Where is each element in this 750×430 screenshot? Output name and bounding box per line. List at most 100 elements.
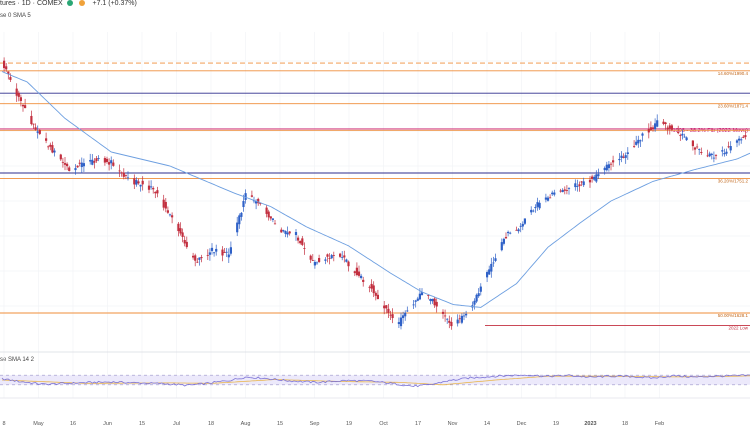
candle-body xyxy=(282,230,285,232)
candle-body xyxy=(693,147,697,150)
candle-body xyxy=(427,295,430,296)
candle-body xyxy=(299,240,302,244)
candle-body xyxy=(162,199,165,208)
candle-body xyxy=(330,255,333,259)
candle-body xyxy=(313,261,316,266)
candle-body xyxy=(509,232,512,234)
level-label: 50.00%/1628.1 xyxy=(718,313,749,318)
rsi-band xyxy=(0,375,750,385)
x-tick-label: Aug xyxy=(241,421,251,427)
candle-body xyxy=(124,174,127,176)
level-label: 36.20%/1751.2 xyxy=(718,179,749,184)
candle-body xyxy=(103,158,106,163)
candle-body xyxy=(420,292,424,296)
candle-body xyxy=(32,123,35,125)
candle-body xyxy=(341,257,344,258)
candle-body xyxy=(108,162,111,165)
candle-body xyxy=(714,155,718,156)
level-label: 1903 - 38.2% Fib (2022 Move) xyxy=(672,128,748,134)
candle-body xyxy=(477,293,480,297)
candle-body xyxy=(301,238,304,245)
candle-body xyxy=(347,261,350,267)
candle-body xyxy=(605,164,608,171)
symbol-title: tures · 1D · COMEX xyxy=(0,0,63,7)
candle-body xyxy=(257,198,260,204)
candle-body xyxy=(66,163,69,167)
candle-body xyxy=(250,195,253,197)
candle-body xyxy=(78,162,81,164)
candle-body xyxy=(242,201,245,208)
candle-body xyxy=(120,172,123,174)
x-tick-label: 14 xyxy=(484,421,490,427)
candle-body xyxy=(271,218,274,220)
candle-body xyxy=(576,186,579,187)
candle-body xyxy=(639,140,642,142)
candle-body xyxy=(519,225,522,227)
candle-body xyxy=(19,97,22,101)
candle-body xyxy=(68,167,71,171)
candle-body xyxy=(74,168,77,171)
candle-body xyxy=(152,187,155,190)
candle-body xyxy=(181,232,184,237)
x-tick-label: Feb xyxy=(655,421,664,427)
candle-body xyxy=(607,164,610,169)
level-label: 14.60%/1990.4 xyxy=(718,71,749,76)
x-tick-label: 2023 xyxy=(584,421,596,427)
candle-body xyxy=(208,252,211,255)
candle-body xyxy=(357,271,361,276)
candle-body xyxy=(475,294,478,302)
candle-body xyxy=(183,239,186,244)
candle-body xyxy=(122,172,125,177)
candle-body xyxy=(546,197,550,201)
candle-body xyxy=(633,146,636,147)
candle-body xyxy=(500,242,503,251)
x-tick-label: Sep xyxy=(310,421,320,427)
delay-badge-icon xyxy=(78,0,85,7)
candle-body xyxy=(9,77,12,80)
ma-indicator-label: se 0 SMA 5 xyxy=(0,13,31,19)
candle-body xyxy=(609,163,613,165)
candle-body xyxy=(45,138,48,141)
candle-body xyxy=(192,255,195,258)
candle-body xyxy=(118,170,121,172)
candle-body xyxy=(538,202,541,209)
candle-body xyxy=(376,294,379,300)
candle-body xyxy=(712,157,715,159)
candle-body xyxy=(626,152,629,154)
candle-body xyxy=(744,135,747,138)
candle-body xyxy=(691,140,694,147)
candle-body xyxy=(374,292,377,296)
candle-body xyxy=(656,120,659,127)
candle-body xyxy=(679,135,682,137)
candle-body xyxy=(24,105,27,109)
candle-body xyxy=(38,130,41,134)
candle-body xyxy=(97,158,100,160)
candle-body xyxy=(698,149,701,150)
candle-body xyxy=(166,210,169,213)
candle-body xyxy=(200,257,203,259)
x-tick-label: 8 xyxy=(2,421,5,427)
candle-body xyxy=(269,216,272,219)
candle-body xyxy=(139,184,142,187)
x-tick-label: 16 xyxy=(70,421,76,427)
candle-body xyxy=(147,185,151,190)
candle-body xyxy=(141,180,144,185)
level-label: 2022 Low xyxy=(728,326,748,331)
candle-body xyxy=(105,158,109,163)
candle-body xyxy=(280,229,283,233)
rsi-pane xyxy=(0,374,750,388)
candle-body xyxy=(735,140,739,143)
candle-body xyxy=(76,165,79,168)
candle-body xyxy=(223,252,226,253)
candle-body xyxy=(194,255,197,261)
candle-body xyxy=(30,115,33,125)
candle-body xyxy=(154,191,157,194)
candle-body xyxy=(63,163,67,165)
candle-body xyxy=(112,162,115,166)
candle-body xyxy=(385,305,388,309)
candle-body xyxy=(685,137,688,141)
candle-body xyxy=(641,133,644,136)
grid-lines xyxy=(0,32,750,398)
candle-body xyxy=(544,197,547,200)
